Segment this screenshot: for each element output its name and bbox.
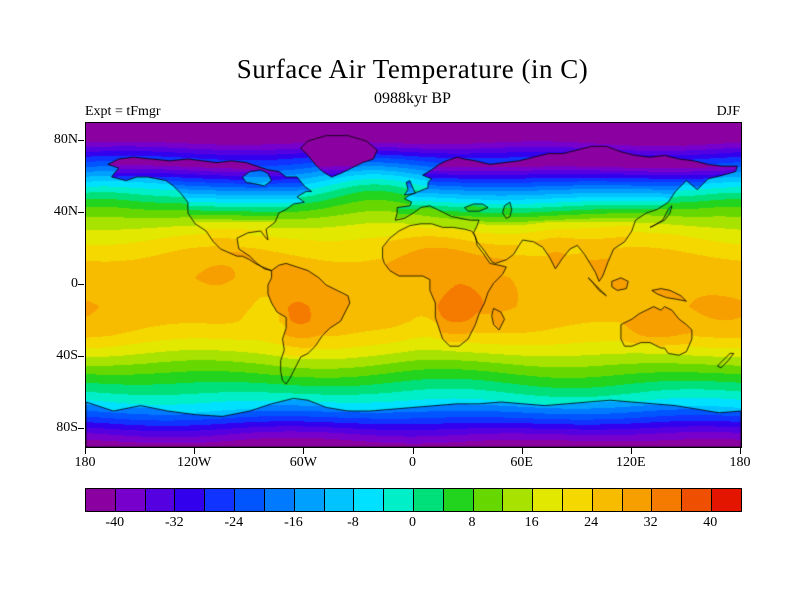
lat-tick-label: 80S [56, 420, 78, 435]
colorbar-cell [651, 489, 682, 511]
colorbar-cell [681, 489, 712, 511]
lat-tick-mark [78, 284, 84, 285]
lat-tick-label: 40N [53, 204, 78, 219]
colorbar-cell [502, 489, 533, 511]
colorbar-tick-label: -16 [284, 515, 303, 530]
colorbar-tick-label: 40 [703, 515, 718, 530]
colorbar [85, 488, 742, 512]
colorbar-tick-label: 24 [584, 515, 599, 530]
colorbar-cell [472, 489, 503, 511]
colorbar-cell [174, 489, 205, 511]
colorbar-cell [591, 489, 622, 511]
colorbar-tick-label: 16 [524, 515, 539, 530]
lon-tick-mark [194, 448, 196, 454]
lon-tick-label: 180 [74, 455, 96, 470]
colorbar-cell [86, 489, 115, 511]
colorbar-cell [144, 489, 175, 511]
lon-tick-label: 180 [729, 455, 751, 470]
colorbar-cell [204, 489, 235, 511]
lat-tick-mark [78, 212, 84, 213]
colorbar-tick-label: 0 [409, 515, 416, 530]
colorbar-tick-label: -40 [105, 515, 125, 530]
lat-tick-label: 80N [53, 132, 78, 147]
lon-tick-label: 120E [616, 455, 646, 470]
lat-tick-mark [78, 356, 84, 357]
colorbar-cell [353, 489, 384, 511]
lon-tick-mark [740, 448, 741, 454]
colorbar-cell [323, 489, 354, 511]
temperature-map-canvas [86, 123, 741, 447]
colorbar-tick-label: 8 [468, 515, 476, 530]
colorbar-cell [114, 489, 145, 511]
lon-tick-mark [521, 448, 523, 454]
colorbar-cell [383, 489, 413, 511]
colorbar-tick-label: -24 [224, 515, 244, 530]
colorbar-tick-label: -8 [347, 515, 359, 530]
colorbar-tick-label: -32 [164, 515, 184, 530]
lat-tick-mark [78, 428, 84, 429]
lat-tick-mark [78, 140, 84, 141]
colorbar-cell [234, 489, 264, 511]
colorbar-cell [263, 489, 294, 511]
lat-tick-label: 0 [71, 276, 78, 291]
experiment-label: Expt = tFmgr [85, 104, 161, 119]
chart-title: Surface Air Temperature (in C) [236, 54, 589, 84]
colorbar-cell [293, 489, 324, 511]
colorbar-cell [412, 489, 443, 511]
season-label: DJF [716, 104, 740, 119]
lon-tick-mark [303, 448, 305, 454]
lon-tick-mark [85, 448, 86, 454]
chart-subtitle: 0988kyr BP [374, 90, 451, 107]
colorbar-cell [442, 489, 473, 511]
lon-tick-mark [412, 448, 414, 454]
map-plot-area [85, 122, 742, 448]
lon-tick-label: 120W [177, 455, 212, 470]
colorbar-cell [532, 489, 562, 511]
lon-tick-mark [630, 448, 632, 454]
lon-tick-label: 0 [409, 455, 416, 470]
lon-tick-label: 60W [289, 455, 317, 470]
lat-tick-label: 40S [56, 348, 78, 363]
colorbar-cell [711, 489, 741, 511]
colorbar-cell [562, 489, 592, 511]
colorbar-tick-label: 32 [643, 515, 658, 530]
colorbar-cell [621, 489, 652, 511]
lon-tick-label: 60E [510, 455, 533, 470]
